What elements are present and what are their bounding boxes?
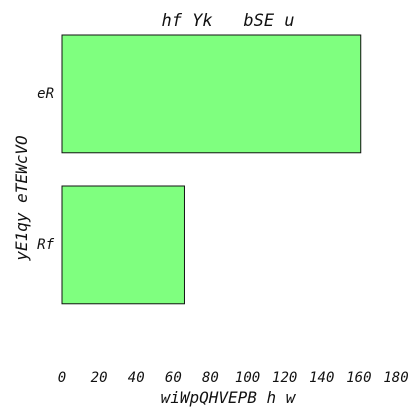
bar-er [61, 34, 362, 154]
x-tick-label-160: 160 [346, 370, 371, 386]
x-tick-label-60: 60 [165, 370, 182, 386]
x-tick-label-180: 180 [383, 370, 408, 386]
x-tick-label-100: 100 [235, 370, 260, 386]
x-tick-label-120: 120 [272, 370, 297, 386]
chart-title: hf Yk bSE u [161, 11, 294, 31]
y-axis-label: yE1qy eTEWcVO [12, 135, 31, 261]
x-tick-label-80: 80 [202, 370, 219, 386]
x-tick-label-40: 40 [128, 370, 145, 386]
y-tick-label-er: eR [37, 86, 54, 102]
bars-layer [61, 34, 362, 305]
x-axis-label: wiWpQHVEPB h w [161, 388, 297, 407]
y-tick-label-rf: Rf [37, 237, 54, 253]
x-tick-labels: 0 20 40 60 80 100 120 140 160 180 [58, 370, 409, 386]
x-tick-label-0: 0 [58, 370, 66, 386]
y-tick-labels: eR Rf [37, 86, 54, 253]
bar-rf [61, 185, 185, 305]
x-tick-label-140: 140 [309, 370, 334, 386]
x-tick-label-20: 20 [91, 370, 108, 386]
